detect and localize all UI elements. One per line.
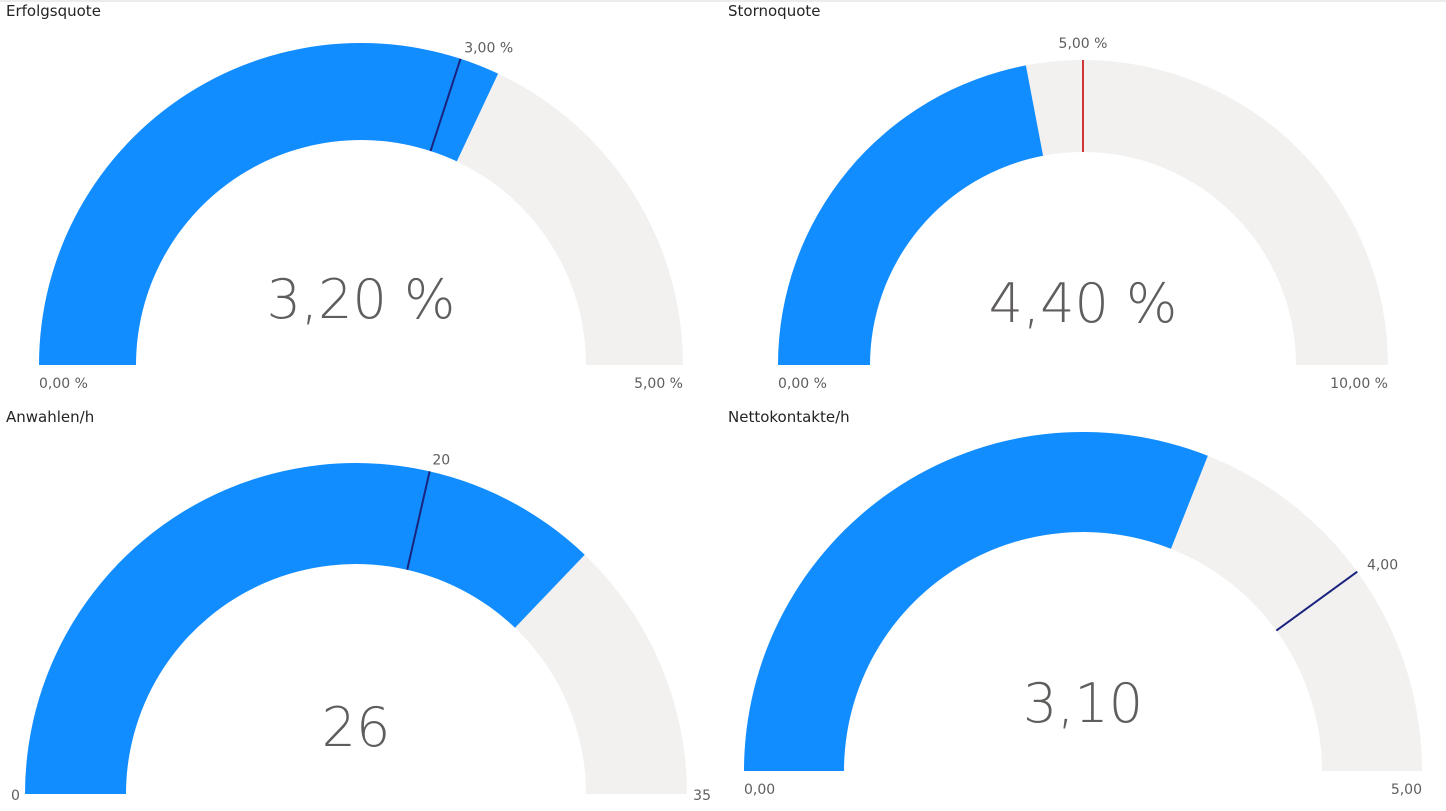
gauge-target-label: 3,00 %: [464, 40, 513, 56]
gauge-max-label: 10,00 %: [1330, 376, 1388, 392]
gauge-max-label: 5,00 %: [634, 376, 683, 392]
gauge-value-label: 26: [322, 696, 391, 759]
gauge-title: Erfolgsquote: [6, 2, 101, 20]
gauge-min-label: 0: [11, 788, 20, 804]
gauge-tile-anwahlen[interactable]: Anwahlen/h 20 26 0 35: [0, 406, 720, 811]
gauge-title: Nettokontakte/h: [728, 408, 850, 426]
gauge-min-label: 0,00: [744, 782, 775, 798]
gauge-value-label: 3,10: [1023, 672, 1143, 735]
gauge-target-label: 5,00 %: [1059, 36, 1108, 52]
gauge-target-label: 20: [432, 453, 450, 469]
gauge-fill: [778, 65, 1044, 365]
gauge-tile-erfolgsquote[interactable]: Erfolgsquote 3,00 % 3,20 % 0,00 % 5,00 %: [0, 0, 720, 400]
gauge-target-marker: [406, 471, 431, 570]
gauge-min-label: 0,00 %: [778, 376, 827, 392]
gauge-chart: 20 26 0 35: [11, 453, 711, 804]
gauge-max-label: 35: [693, 788, 711, 804]
gauge-tile-stornoquote[interactable]: Stornoquote 5,00 % 4,40 % 0,00 % 10,00 %: [722, 0, 1446, 400]
gauge-chart: 4,00 3,10 0,00 5,00: [744, 432, 1422, 798]
gauge-tile-nettokontakte[interactable]: Nettokontakte/h 4,00 3,10 0,00 5,00: [722, 406, 1446, 811]
gauge-max-label: 5,00: [1391, 782, 1422, 798]
gauge-title: Anwahlen/h: [6, 408, 95, 426]
gauge-value-label: 4,40 %: [989, 272, 1178, 335]
gauge-chart: 3,00 % 3,20 % 0,00 % 5,00 %: [39, 40, 683, 392]
gauge-target-marker: [1275, 570, 1358, 632]
gauge-value-label: 3,20 %: [267, 268, 456, 331]
gauge-fill: [25, 463, 585, 794]
top-divider: [0, 0, 1446, 2]
gauge-min-label: 0,00 %: [39, 376, 88, 392]
gauge-target-label: 4,00: [1367, 558, 1398, 574]
gauge-target-marker: [429, 58, 462, 152]
gauge-title: Stornoquote: [728, 2, 821, 20]
gauge-fill: [39, 42, 499, 365]
gauge-fill: [744, 432, 1208, 771]
gauge-chart: 5,00 % 4,40 % 0,00 % 10,00 %: [778, 36, 1388, 392]
